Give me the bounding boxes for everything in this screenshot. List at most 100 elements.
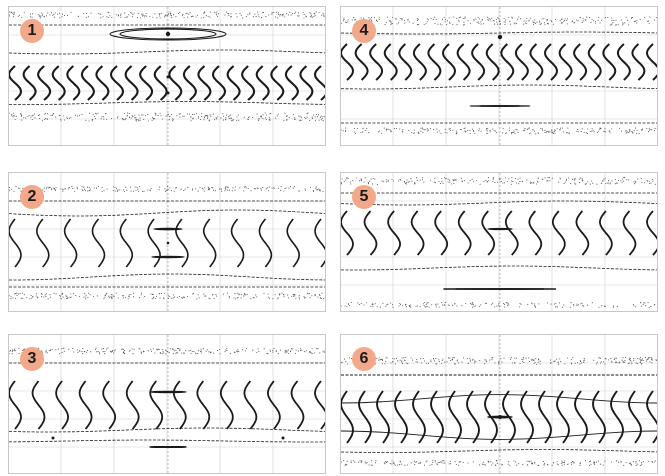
wavy-strand bbox=[286, 218, 301, 268]
scatter-point bbox=[60, 298, 62, 300]
scatter-point bbox=[615, 361, 617, 363]
scatter-point bbox=[47, 12, 49, 14]
scatter-point bbox=[124, 112, 126, 114]
scatter-point bbox=[365, 463, 367, 465]
scatter-point bbox=[528, 20, 530, 22]
scatter-point bbox=[555, 306, 557, 308]
scatter-point bbox=[402, 131, 404, 133]
scatter-point bbox=[573, 22, 575, 24]
scatter-point bbox=[448, 179, 450, 181]
separatrix bbox=[341, 394, 657, 404]
scatter-point bbox=[432, 460, 434, 462]
scatter-point bbox=[88, 186, 90, 188]
scatter-point bbox=[360, 178, 362, 180]
scatter-point bbox=[98, 351, 101, 353]
scatter-point bbox=[543, 462, 545, 464]
scatter-point bbox=[344, 130, 347, 132]
scatter-point bbox=[537, 361, 539, 364]
scatter-point bbox=[403, 357, 405, 359]
scatter-point bbox=[430, 179, 432, 181]
scatter-point bbox=[165, 15, 167, 17]
scatter-point bbox=[9, 15, 10, 17]
scatter-point bbox=[610, 461, 612, 463]
scatter-point bbox=[434, 182, 437, 184]
wavy-strand bbox=[175, 218, 189, 268]
scatter-point bbox=[268, 186, 270, 188]
scatter-point bbox=[144, 115, 146, 117]
scatter-point bbox=[226, 11, 228, 13]
scatter-point bbox=[530, 460, 532, 462]
scatter-point bbox=[514, 178, 516, 180]
scatter-point bbox=[294, 117, 296, 119]
scatter-point bbox=[423, 360, 425, 362]
scatter-point bbox=[344, 305, 346, 307]
scatter-point bbox=[230, 15, 232, 17]
scatter-point bbox=[68, 117, 70, 119]
scatter-point bbox=[578, 182, 580, 184]
scatter-point bbox=[492, 462, 494, 464]
scatter-point bbox=[191, 350, 193, 353]
scatter-point bbox=[183, 16, 185, 19]
scatter-point bbox=[609, 183, 611, 185]
scatter-point bbox=[320, 119, 322, 121]
scatter-point bbox=[628, 179, 630, 181]
scatter-point bbox=[14, 350, 16, 352]
scatter-point bbox=[298, 296, 300, 298]
scatter-point bbox=[348, 357, 350, 359]
scatter-point bbox=[511, 16, 513, 18]
scatter-point bbox=[238, 293, 240, 295]
scatter-point bbox=[491, 359, 493, 361]
scatter-point bbox=[232, 118, 234, 121]
scatter-point bbox=[164, 188, 166, 190]
scatter-point bbox=[268, 296, 270, 298]
scatter-point bbox=[306, 116, 308, 118]
scatter-point bbox=[135, 119, 138, 121]
scatter-point bbox=[290, 348, 293, 350]
scatter-point bbox=[131, 348, 133, 350]
scatter-point bbox=[543, 22, 546, 24]
scatter-point bbox=[227, 13, 229, 15]
scatter-point bbox=[154, 352, 156, 354]
scatter-point bbox=[31, 297, 33, 299]
scatter-point bbox=[510, 132, 512, 134]
scatter-point bbox=[530, 302, 533, 304]
scatter-point bbox=[464, 180, 466, 182]
scatter-point bbox=[455, 179, 457, 181]
scatter-point bbox=[77, 15, 79, 17]
scatter-point bbox=[212, 113, 214, 115]
scatter-point bbox=[647, 20, 650, 22]
scatter-point bbox=[225, 114, 227, 116]
scatter-point bbox=[436, 128, 438, 130]
scatter-point bbox=[130, 190, 132, 192]
scatter-point bbox=[446, 361, 448, 363]
scatter-point bbox=[559, 358, 561, 360]
scatter-point bbox=[469, 130, 471, 132]
scatter-point bbox=[305, 350, 307, 352]
scatter-point bbox=[560, 462, 562, 464]
scatter-point bbox=[176, 115, 178, 117]
scatter-point bbox=[471, 301, 473, 304]
scatter-point bbox=[498, 302, 500, 304]
scatter-point bbox=[360, 303, 362, 305]
scatter-point bbox=[204, 187, 206, 189]
scatter-point bbox=[298, 295, 300, 297]
scatter-point bbox=[629, 357, 632, 359]
scatter-point bbox=[454, 363, 456, 365]
scatter-point bbox=[486, 361, 488, 363]
scatter-point bbox=[544, 130, 546, 132]
scatter-point bbox=[601, 182, 603, 184]
scatter-point bbox=[418, 132, 420, 134]
scatter-point bbox=[601, 305, 603, 307]
scatter-point bbox=[591, 19, 593, 21]
scatter-point bbox=[472, 130, 475, 132]
scatter-point bbox=[442, 462, 444, 464]
wavy-strand bbox=[602, 43, 617, 81]
scatter-point bbox=[537, 132, 539, 134]
scatter-point bbox=[573, 462, 575, 464]
scatter-point bbox=[164, 292, 166, 294]
scatter-point bbox=[341, 361, 343, 363]
scatter-point bbox=[366, 127, 368, 129]
scatter-point bbox=[542, 178, 544, 180]
scatter-point bbox=[474, 360, 476, 362]
scatter-point bbox=[534, 463, 536, 465]
